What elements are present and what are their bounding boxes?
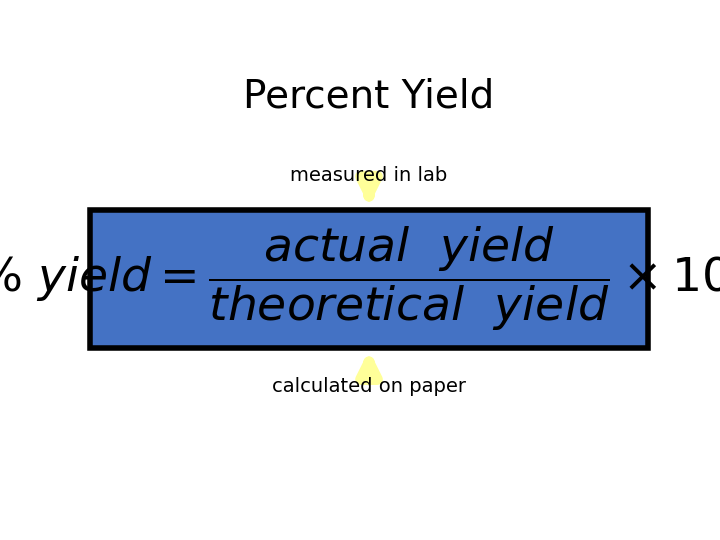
Text: measured in lab: measured in lab <box>290 166 448 185</box>
Text: $\boldsymbol{\mathit{\%\ yield}} = \dfrac{\boldsymbol{\mathit{actual\ \ yield}}}: $\boldsymbol{\mathit{\%\ yield}} = \dfra… <box>0 225 720 333</box>
Text: calculated on paper: calculated on paper <box>272 377 466 396</box>
FancyBboxPatch shape <box>90 210 648 348</box>
Text: Percent Yield: Percent Yield <box>243 77 495 115</box>
